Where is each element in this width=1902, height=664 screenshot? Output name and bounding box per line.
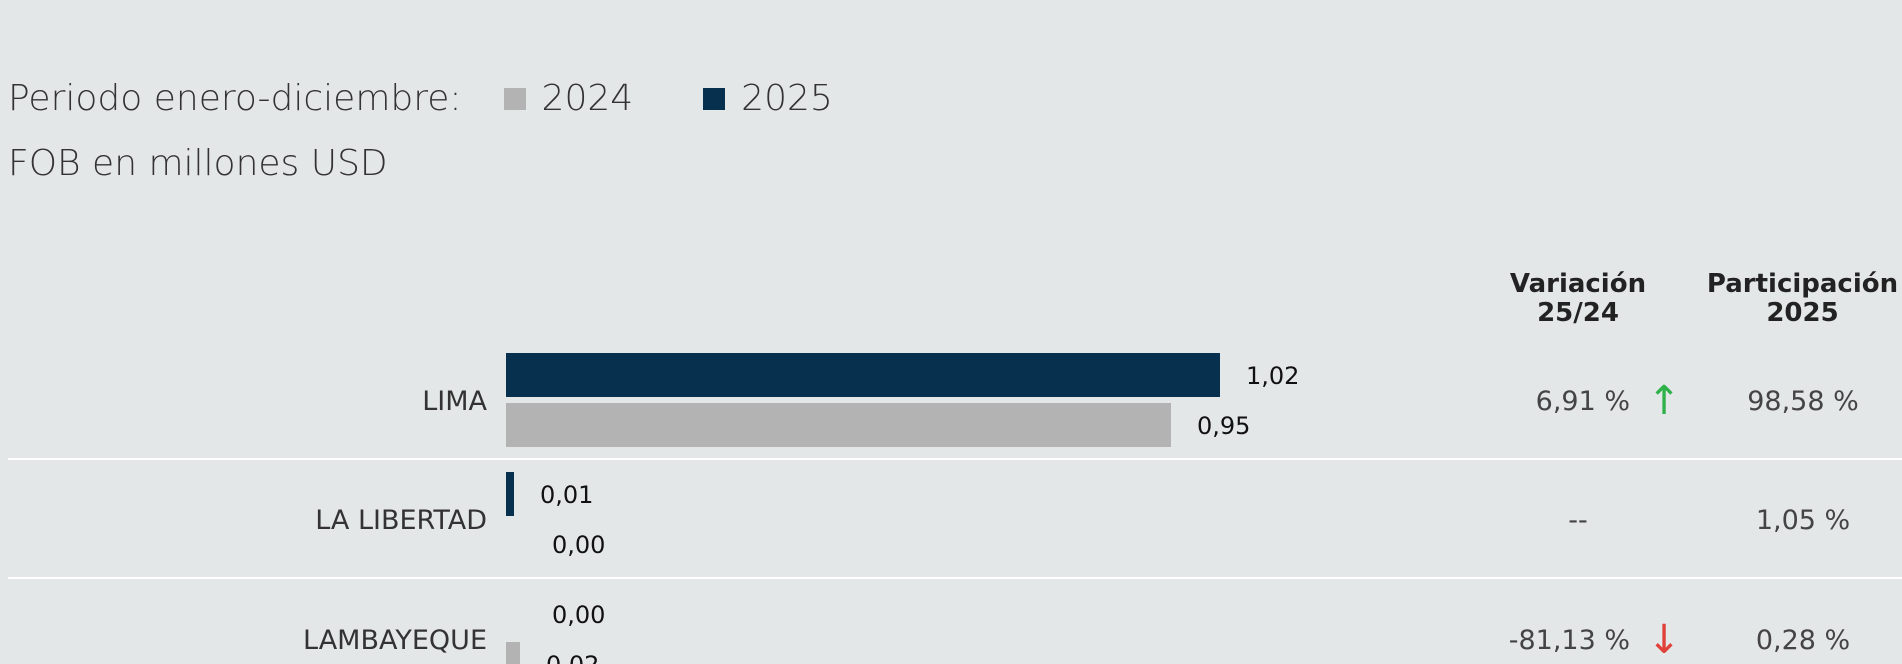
variation-header-line2: 25/24 <box>1537 298 1619 328</box>
value-label-2024-lima: 0,95 <box>1197 412 1250 440</box>
category-label-lima: LIMA <box>422 386 487 417</box>
value-label-2024-la-libertad: 0,00 <box>552 531 605 559</box>
legend-swatch-2025 <box>703 87 726 110</box>
value-label-2024-lambayeque: 0,02 <box>546 651 599 664</box>
value-label-2025-la-libertad: 0,01 <box>540 481 593 509</box>
arrow-up-icon: ↑ <box>1647 378 1681 424</box>
share-header-line1: Participación <box>1706 269 1899 299</box>
legend: Periodo enero-diciembre: 2024 2025 <box>8 78 833 119</box>
bar-2025-lima <box>506 353 1220 397</box>
legend-swatch-2024 <box>503 87 526 110</box>
value-label-2025-lambayeque: 0,00 <box>552 601 605 629</box>
share-value-la-libertad: 1,05 % <box>1756 505 1850 536</box>
category-label-lambayeque: LAMBAYEQUE <box>303 625 487 656</box>
share-column-header: Participación 2025 <box>1705 270 1900 328</box>
arrow-down-icon: ↓ <box>1647 617 1681 663</box>
value-label-2025-lima: 1,02 <box>1246 362 1299 390</box>
variation-value-la-libertad: -- <box>1568 505 1588 536</box>
bar-2024-lima <box>506 403 1171 447</box>
bar-2024-lambayeque <box>506 642 520 664</box>
variation-value-lima: 6,91 % <box>1536 386 1630 417</box>
subtitle: FOB en millones USD <box>8 143 388 184</box>
legend-item-2024: 2024 <box>503 78 634 119</box>
bar-2025-la-libertad <box>506 472 514 516</box>
legend-label-2024: 2024 <box>541 78 634 119</box>
legend-prefix: Periodo enero-diciembre: <box>8 78 462 119</box>
category-label-la-libertad: LA LIBERTAD <box>315 505 487 536</box>
legend-label-2025: 2025 <box>741 78 833 119</box>
variation-value-lambayeque: -81,13 % <box>1509 625 1630 656</box>
share-value-lima: 98,58 % <box>1747 386 1859 417</box>
share-header-line2: 2025 <box>1766 298 1839 328</box>
legend-item-2025: 2025 <box>703 78 833 119</box>
share-value-lambayeque: 0,28 % <box>1756 625 1850 656</box>
variation-column-header: Variación 25/24 <box>1498 270 1658 328</box>
variation-header-line1: Variación <box>1509 269 1647 299</box>
